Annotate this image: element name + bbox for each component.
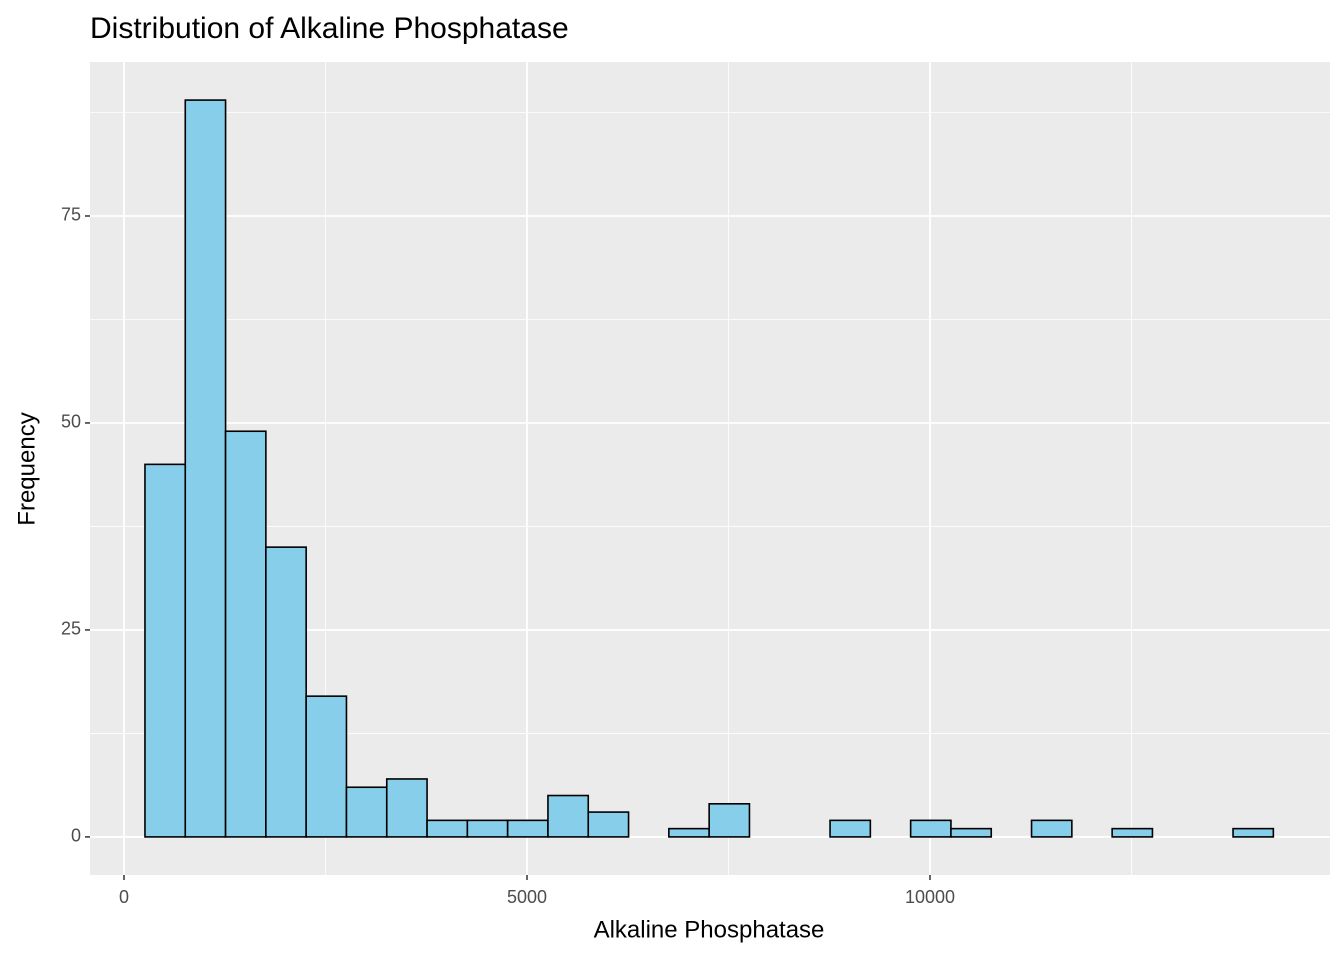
y-tick-label: 50 (61, 412, 81, 432)
x-axis-label: Alkaline Phosphatase (594, 916, 825, 943)
bar (144, 463, 187, 838)
bar (668, 827, 710, 838)
bar (547, 794, 590, 838)
y-tick-label: 0 (71, 826, 81, 846)
y-axis-label: Frequency (13, 412, 40, 525)
bar (1111, 827, 1154, 838)
x-tick-label: 5000 (507, 887, 547, 907)
bar (1232, 827, 1275, 838)
bar (1030, 819, 1073, 838)
chart-title: Distribution of Alkaline Phosphatase (90, 12, 569, 45)
bar (466, 819, 509, 838)
bar (909, 819, 952, 838)
bar (305, 695, 348, 838)
y-tick-label: 25 (61, 619, 81, 639)
x-tick-label: 10000 (905, 887, 955, 907)
bar (385, 778, 428, 838)
bar (184, 99, 227, 838)
bar (506, 819, 549, 838)
bar (224, 430, 267, 838)
bar (426, 819, 469, 838)
bar (950, 827, 993, 838)
bar (708, 803, 751, 838)
x-tick-label: 0 (119, 887, 129, 907)
bar (829, 819, 872, 838)
y-tick-label: 75 (61, 205, 81, 225)
bar (265, 546, 307, 838)
bar (345, 786, 388, 838)
bar (587, 811, 630, 838)
